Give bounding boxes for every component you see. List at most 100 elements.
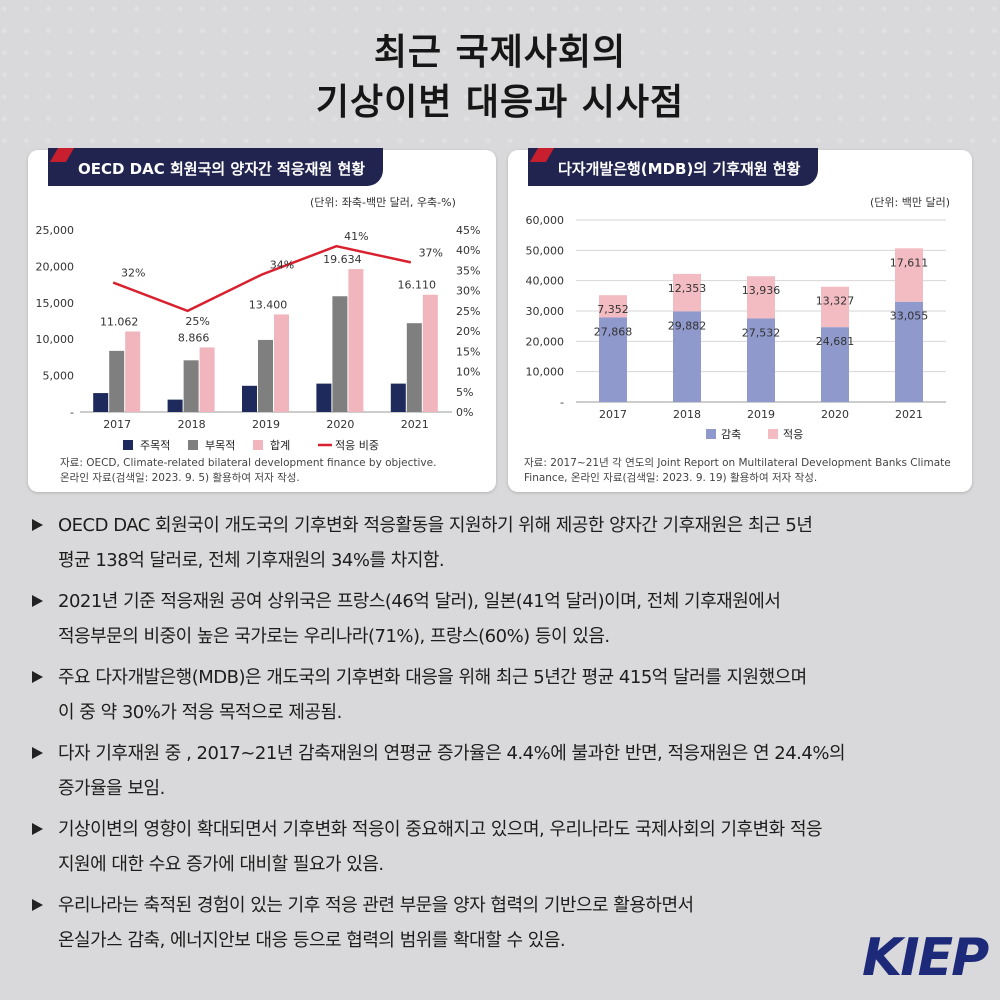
bullet-line: 주요 다자개발은행(MDB)은 개도국의 기후변화 대응을 위해 최근 5년간 … xyxy=(58,667,807,688)
bar-주목적 xyxy=(167,399,183,412)
oecd-chart-tag-label: OECD DAC 회원국의 양자간 적응재원 현황 xyxy=(78,160,366,178)
bar-적응 xyxy=(895,248,923,302)
summary-bullets: OECD DAC 회원국이 개도국의 기후변화 적응활동을 지원하기 위해 제공… xyxy=(28,508,978,964)
oecd-chart-source: 자료: OECD, Climate-related bilateral deve… xyxy=(60,456,436,486)
bar-감축 xyxy=(821,327,849,402)
bar-data-label: 29,882 xyxy=(668,319,707,332)
legend-swatch xyxy=(768,429,778,439)
bar-감축 xyxy=(673,311,701,402)
x-tick-label: 2021 xyxy=(401,418,429,431)
y-right-tick-label: 45% xyxy=(456,224,480,237)
bullet-item: OECD DAC 회원국이 개도국의 기후변화 적응활동을 지원하기 위해 제공… xyxy=(28,508,978,578)
kiep-logo: KIEP xyxy=(862,928,989,988)
bar-합계 xyxy=(125,331,141,412)
bar-합계 xyxy=(348,269,364,412)
bar-부목적 xyxy=(258,339,273,412)
line-data-label: 41% xyxy=(344,230,368,243)
title-line-1: 최근 국제사회의 xyxy=(373,32,627,73)
arrow-icon xyxy=(32,595,43,607)
mdb-chart-source: 자료: 2017~21년 각 연도의 Joint Report on Multi… xyxy=(524,456,951,486)
bullet-line: 지원에 대한 수요 증가에 대비할 필요가 있음. xyxy=(58,854,384,875)
bullet-line: 다자 기후재원 중 , 2017~21년 감축재원의 연평균 증가율은 4.4%… xyxy=(58,743,846,764)
x-tick-label: 2021 xyxy=(895,408,923,421)
bar-적응 xyxy=(821,286,849,328)
x-tick-label: 2020 xyxy=(326,418,354,431)
legend-label: 적응 xyxy=(783,428,803,441)
background-map xyxy=(0,0,1000,160)
arrow-icon xyxy=(32,519,43,531)
y-left-tick-label: 10,000 xyxy=(36,333,75,346)
y-tick-label: 20,000 xyxy=(526,335,565,348)
oecd-chart-panel: OECD DAC 회원국의 양자간 적응재원 현황 (단위: 좌축-백만 달러,… xyxy=(28,148,496,492)
arrow-icon xyxy=(32,899,43,911)
y-tick-label: 60,000 xyxy=(526,214,565,227)
bar-data-label: 11.062 xyxy=(100,315,139,328)
bar-주목적 xyxy=(390,383,406,412)
y-left-tick-label: 15,000 xyxy=(36,297,75,310)
bullet-line: 평균 138억 달러로, 전체 기후재원의 34%를 차지함. xyxy=(58,550,445,571)
bullet-item: 주요 다자개발은행(MDB)은 개도국의 기후변화 대응을 위해 최근 5년간 … xyxy=(28,660,978,730)
legend-label: 주목적 xyxy=(140,439,170,452)
bar-감축 xyxy=(599,317,627,402)
x-tick-label: 2017 xyxy=(103,418,131,431)
legend-label: 부목적 xyxy=(205,439,235,452)
bar-data-label: 13.400 xyxy=(249,298,288,311)
mdb-chart-tag-label: 다자개발은행(MDB)의 기후재원 현황 xyxy=(558,160,801,178)
y-tick-label: - xyxy=(560,396,564,409)
y-right-tick-label: 5% xyxy=(456,386,473,399)
bar-data-label: 17,611 xyxy=(890,256,929,269)
line-data-label: 25% xyxy=(185,315,209,328)
legend-swatch xyxy=(706,429,716,439)
tag-accent xyxy=(49,148,75,162)
bar-주목적 xyxy=(93,393,109,412)
bullet-line: 온실가스 감축, 에너지안보 대응 등으로 협력의 범위를 확대할 수 있음. xyxy=(58,930,566,951)
bar-data-label: 33,055 xyxy=(890,310,929,323)
bar-data-label: 16.110 xyxy=(398,279,437,292)
line-data-label: 32% xyxy=(121,267,145,280)
bar-감축 xyxy=(747,318,775,402)
bar-합계 xyxy=(199,347,215,412)
tag-accent xyxy=(529,148,555,162)
bar-주목적 xyxy=(316,383,332,412)
x-tick-label: 2017 xyxy=(599,408,627,421)
bar-data-label: 13,327 xyxy=(816,295,855,308)
x-tick-label: 2018 xyxy=(178,418,206,431)
bar-data-label: 27,868 xyxy=(594,325,633,338)
y-tick-label: 30,000 xyxy=(526,305,565,318)
bullet-line: 증가율을 보임. xyxy=(58,778,165,799)
bullet-item: 우리나라는 축적된 경험이 있는 기후 적응 관련 부문을 양자 협력의 기반으… xyxy=(28,888,978,958)
mdb-source-line-1: 자료: 2017~21년 각 연도의 Joint Report on Multi… xyxy=(524,457,951,469)
mdb-chart: - 10,000 20,000 30,000 40,000 50,000 60,000 201… xyxy=(526,214,946,441)
bar-data-label: 24,681 xyxy=(816,335,855,348)
y-tick-label: 50,000 xyxy=(526,244,565,257)
line-data-label: 37% xyxy=(419,246,443,259)
oecd-chart-tag: OECD DAC 회원국의 양자간 적응재원 현황 xyxy=(48,148,384,186)
bar-data-label: 19.634 xyxy=(323,253,362,266)
title-line-2: 기상이변 대응과 시사점 xyxy=(315,82,685,123)
legend-label: 합계 xyxy=(270,439,290,452)
x-tick-label: 2019 xyxy=(252,418,280,431)
arrow-icon xyxy=(32,747,43,759)
bar-적응 xyxy=(599,295,627,318)
mdb-source-line-2: Finance, 온라인 자료(검색일: 2023. 9. 19) 활용하여 저… xyxy=(524,472,818,484)
y-right-tick-label: 10% xyxy=(456,366,480,379)
mdb-chart-panel: 다자개발은행(MDB)의 기후재원 현황 (단위: 백만 달러) - 10,000… xyxy=(508,148,972,492)
legend-swatch xyxy=(188,440,198,450)
line-data-label: 34% xyxy=(270,258,294,271)
bar-적응 xyxy=(747,276,775,319)
y-right-tick-label: 25% xyxy=(456,305,480,318)
y-right-tick-label: 30% xyxy=(456,285,480,298)
mdb-chart-tag: 다자개발은행(MDB)의 기후재원 현황 xyxy=(528,148,819,186)
bar-data-label: 27,532 xyxy=(742,326,781,339)
y-left-tick-label: - xyxy=(70,406,74,419)
bullet-line: 적응부문의 비중이 높은 국가로는 우리나라(71%), 프랑스(60%) 등이… xyxy=(58,626,610,647)
bullet-item: 다자 기후재원 중 , 2017~21년 감축재원의 연평균 증가율은 4.4%… xyxy=(28,736,978,806)
x-tick-label: 2018 xyxy=(673,408,701,421)
bullet-line: OECD DAC 회원국이 개도국의 기후변화 적응활동을 지원하기 위해 제공… xyxy=(58,515,813,536)
y-left-tick-label: 25,000 xyxy=(36,224,75,237)
y-left-tick-label: 20,000 xyxy=(36,260,75,273)
oecd-chart-unit: (단위: 좌축-백만 달러, 우축-%) xyxy=(310,196,456,209)
bullet-line: 이 중 약 30%가 적응 목적으로 제공됨. xyxy=(58,702,342,723)
bullet-item: 기상이변의 영향이 확대되면서 기후변화 적응이 중요해지고 있으며, 우리나라… xyxy=(28,812,978,882)
mdb-chart-unit: (단위: 백만 달러) xyxy=(870,196,951,209)
